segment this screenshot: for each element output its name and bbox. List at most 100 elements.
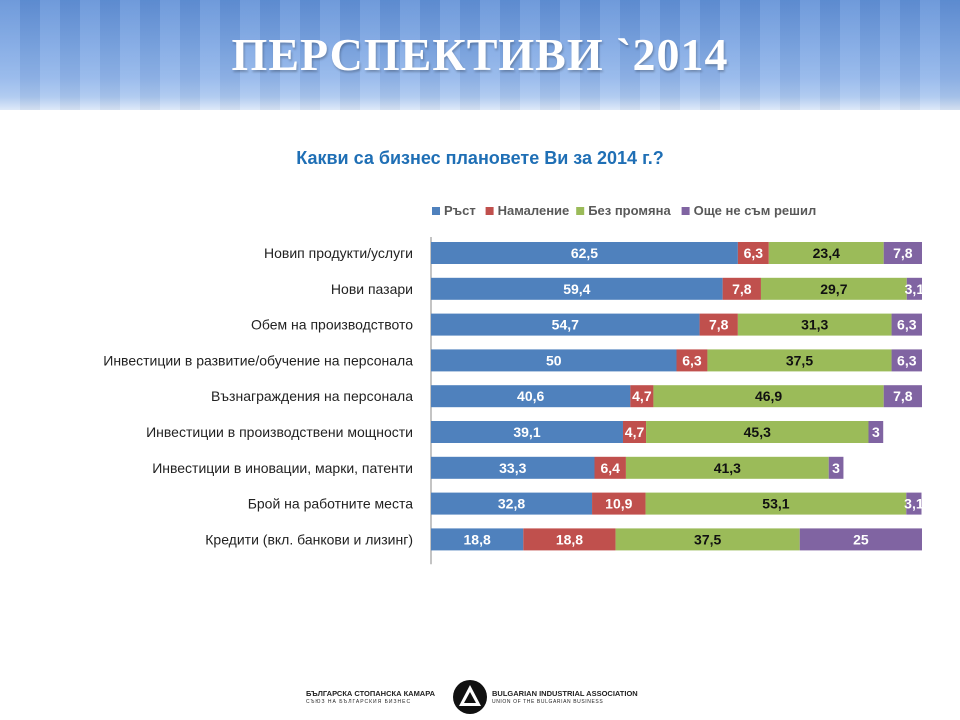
- bar-segment: [707, 349, 892, 372]
- bar-value-label: 33,3: [499, 460, 526, 476]
- bar-segment: [431, 242, 738, 264]
- category-label: Нови пазари: [331, 281, 413, 297]
- bar-segment: [906, 277, 922, 300]
- bar-value-label: 6,4: [600, 460, 620, 476]
- bar-segment: [737, 242, 769, 264]
- bar-segment: [653, 385, 884, 408]
- bar-value-label: 50: [546, 352, 562, 368]
- bar-segment: [625, 456, 829, 479]
- bar-segment: [868, 421, 884, 443]
- bar-value-label: 37,5: [786, 352, 813, 368]
- bar-value-label: 29,7: [820, 281, 847, 297]
- bar-value-label: 37,5: [694, 531, 721, 547]
- bar-segment: [722, 277, 761, 300]
- category-label: Инвестиции в иновации, марки, патенти: [152, 460, 413, 476]
- bar-segment: [622, 421, 647, 443]
- bar-segment: [431, 456, 595, 479]
- bar-segment: [699, 313, 738, 336]
- bar-value-label: 4,7: [625, 424, 645, 440]
- bar-value-label: 3,1: [905, 281, 925, 297]
- legend-label-3: Още не съм решил: [694, 203, 817, 218]
- legend-label-2: Без промяна: [588, 203, 671, 218]
- stacked-bar-chart: Ръст Намаление Без промяна Още не съм решил…: [103, 203, 925, 565]
- bar-value-label: 6,3: [682, 352, 702, 368]
- logo-text-en-line1: BULGARIAN INDUSTRIAL ASSOCIATION: [492, 689, 638, 698]
- logo-text-bg-line2: СЪЮЗ НА БЪЛГАРСКИЯ БИЗНЕС: [306, 699, 412, 705]
- bar-value-label: 6,3: [897, 317, 917, 333]
- bar-value-label: 25: [853, 531, 869, 547]
- legend-label-0: Ръст: [444, 203, 476, 218]
- bar-value-label: 4,7: [632, 388, 652, 404]
- bar-value-label: 3: [832, 460, 840, 476]
- banner-stripes: [0, 0, 960, 110]
- bar-segment: [737, 313, 892, 336]
- bar-value-label: 53,1: [762, 496, 789, 512]
- legend-swatch-1: [485, 207, 494, 215]
- bar-segment: [431, 492, 593, 515]
- bar-segment: [615, 528, 800, 551]
- bar-value-label: 7,8: [732, 281, 752, 297]
- bar-value-label: 32,8: [498, 496, 525, 512]
- bar-value-label: 18,8: [464, 531, 491, 547]
- bar-segment: [431, 385, 631, 408]
- bar-segment: [431, 277, 723, 300]
- bar-segment: [630, 385, 654, 408]
- title-banner: [0, 0, 960, 110]
- logo-text-bg-line1: БЪЛГАРСКА СТОПАНСКА КАМАРА: [306, 689, 435, 698]
- bar-segment: [431, 528, 524, 551]
- bar-value-label: 7,8: [709, 317, 729, 333]
- legend-swatch-2: [576, 207, 585, 215]
- bar-segment: [646, 421, 869, 443]
- bar-value-label: 40,6: [517, 388, 544, 404]
- chart-legend: Ръст Намаление Без промяна Още не съм решил: [432, 203, 816, 218]
- bar-segment: [799, 528, 922, 551]
- chart-title: Какви са бизнес плановете Ви за 2014 г.?: [296, 148, 664, 168]
- bar-value-label: 54,7: [552, 317, 579, 333]
- bar-value-label: 7,8: [893, 388, 913, 404]
- bar-segment: [431, 313, 700, 336]
- bar-value-label: 7,8: [893, 245, 913, 261]
- bar-value-label: 3,1: [904, 496, 924, 512]
- bar-segment: [676, 349, 708, 372]
- category-label: Инвестиции в развитие/обучение на персон…: [103, 352, 413, 368]
- bar-value-label: 46,9: [755, 388, 782, 404]
- bar-segment: [891, 349, 922, 372]
- bar-segment: [592, 492, 646, 515]
- bar-segment: [906, 492, 922, 515]
- bar-value-label: 6,3: [897, 352, 917, 368]
- bar-segment: [760, 277, 907, 300]
- bar-segment: [431, 421, 623, 443]
- category-label: Новип продукти/услуги: [264, 245, 413, 261]
- bar-value-labels: 62,5 6,3 23,4 7,8 59,4 7,8 29,7 3,1 54,7 7,8 31,3 6…: [464, 245, 925, 547]
- bar-segment: [883, 385, 922, 408]
- bar-value-label: 45,3: [744, 424, 771, 440]
- category-label: Инвестиции в производствени мощности: [146, 424, 413, 440]
- bar-segment: [523, 528, 616, 551]
- category-labels: Новип продукти/услуги Нови пазари Обем на …: [103, 245, 413, 547]
- category-label: Брой на работните места: [248, 496, 414, 512]
- legend-swatch-3: [681, 207, 690, 215]
- bar-value-label: 41,3: [714, 460, 741, 476]
- category-label: Обем на производството: [251, 317, 413, 333]
- organization-logo: БЪЛГАРСКА СТОПАНСКА КАМАРА СЪЮЗ НА БЪЛГА…: [300, 675, 650, 715]
- bar-segment: [431, 349, 677, 372]
- category-label: Възнаграждения на персонала: [211, 388, 413, 404]
- bar-value-label: 39,1: [513, 424, 540, 440]
- bar-value-label: 3: [872, 424, 880, 440]
- bar-segment: [768, 242, 884, 264]
- logo-text-en-line2: UNION OF THE BULGARIAN BUSINESS: [492, 699, 604, 705]
- bar-value-label: 10,9: [605, 496, 632, 512]
- bar-value-label: 23,4: [813, 245, 840, 261]
- bar-segment: [891, 313, 922, 336]
- legend-label-1: Намаление: [498, 203, 570, 218]
- bar-value-label: 18,8: [556, 531, 583, 547]
- page-title: ПЕРСПЕКТИВИ `2014: [231, 29, 729, 80]
- bar-segment: [828, 456, 844, 479]
- legend-swatch-0: [432, 207, 440, 215]
- bar-segment: [645, 492, 907, 515]
- bia-logo-icon: [453, 680, 487, 714]
- bar-value-label: 62,5: [571, 245, 598, 261]
- bar-value-label: 59,4: [563, 281, 590, 297]
- bars: [431, 242, 922, 551]
- bar-segment: [594, 456, 626, 479]
